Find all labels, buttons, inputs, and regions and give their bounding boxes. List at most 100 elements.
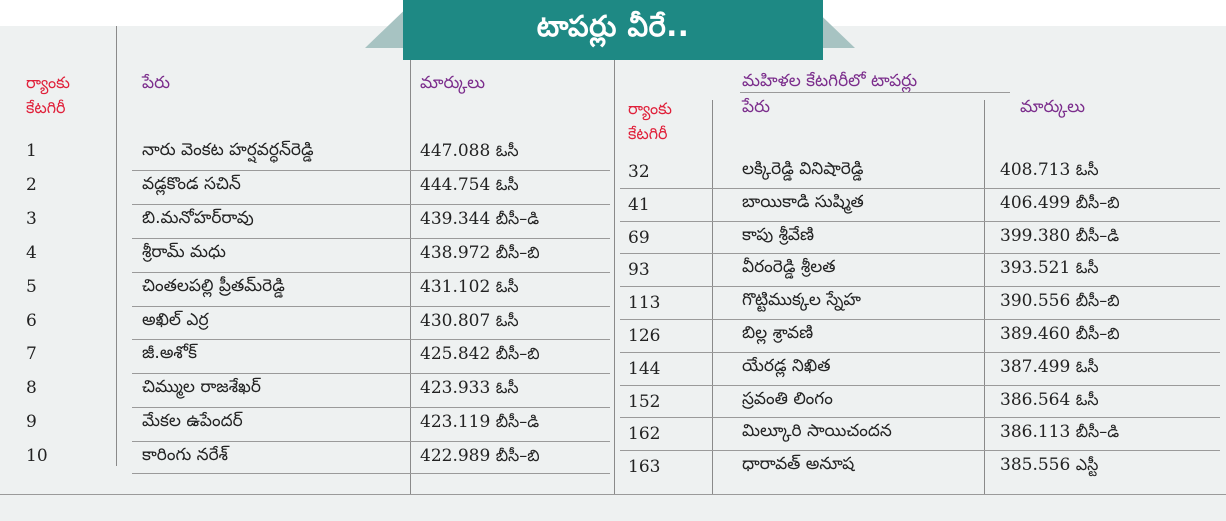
left-row-name: చిమ్ముల రాజశేఖర్ — [142, 377, 261, 398]
category-badge: ఓసీ — [1075, 160, 1099, 179]
category-badge: ఎస్టీ — [1075, 455, 1099, 475]
left-row-marks: 438.972 బీసీ–బి — [420, 242, 540, 264]
left-row-name: కారింగు నరేశ్ — [142, 445, 229, 466]
left-row-marks: 444.754 ఓసీ — [420, 174, 519, 196]
right-row-rank: 162 — [628, 424, 661, 445]
title-underline — [740, 92, 1010, 93]
category-badge: ఓసీ — [495, 310, 519, 330]
right-table-title: మహిళల కేటగిరీలో టాపర్లు — [742, 71, 918, 91]
right-row-marks: 386.564 ఓసీ — [1000, 389, 1099, 411]
left-row-rank: 7 — [26, 344, 37, 365]
right-row-rank: 113 — [628, 293, 661, 314]
row-divider — [620, 417, 1220, 419]
left-row-marks: 423.119 బీసీ–డి — [420, 411, 539, 433]
category-badge: బీసీ–బి — [1075, 324, 1120, 343]
row-divider — [620, 286, 1220, 288]
marks-value: 386.564 — [1000, 389, 1071, 410]
marks-value: 430.807 — [420, 310, 491, 331]
left-row-rank: 2 — [26, 174, 37, 195]
left-name-header: పేరు — [142, 73, 171, 93]
column-divider — [712, 100, 713, 495]
marks-value: 389.460 — [1000, 324, 1071, 344]
left-row-marks: 425.842 బీసీ–బి — [420, 343, 540, 365]
right-row-marks: 386.113 బీసీ–డి — [1000, 421, 1119, 443]
category-badge: ఓసీ — [1075, 258, 1099, 278]
right-row-name: స్రవంతి లింగం — [742, 388, 833, 409]
left-row-rank: 3 — [26, 208, 37, 229]
category-badge: ఓసీ — [1075, 389, 1099, 409]
marks-value: 447.088 — [420, 141, 491, 161]
marks-value: 425.842 — [420, 344, 491, 365]
row-divider — [132, 407, 610, 409]
left-row-rank: 6 — [26, 310, 37, 331]
marks-value: 406.499 — [1000, 192, 1071, 213]
category-badge: ఓసీ — [495, 174, 519, 194]
left-row-marks: 422.989 బీసీ–బి — [420, 445, 540, 467]
right-row-rank: 152 — [628, 391, 661, 412]
right-row-rank: 93 — [628, 260, 650, 281]
right-row-rank: 32 — [628, 162, 650, 182]
left-rank-header: ర్యాంకు — [26, 73, 70, 92]
left-row-rank: 8 — [26, 378, 37, 399]
right-category-header: కేటగిరీ — [628, 124, 668, 143]
marks-value: 423.119 — [420, 412, 491, 433]
row-divider — [620, 351, 1220, 353]
marks-value: 393.521 — [1000, 258, 1071, 279]
right-rank-header: ర్యాంకు — [628, 99, 672, 118]
row-divider — [132, 203, 610, 205]
left-row-rank: 1 — [26, 141, 37, 161]
left-marks-header: మార్కులు — [420, 73, 486, 93]
category-badge: బీసీ–డి — [495, 412, 540, 432]
marks-value: 408.713 — [1000, 160, 1071, 180]
left-row-marks: 431.102 ఓసీ — [420, 276, 519, 298]
right-row-name: బిల్ల శ్రావణి — [742, 323, 814, 343]
column-divider — [984, 100, 985, 495]
right-marks-header: మార్కులు — [1020, 97, 1086, 117]
row-divider — [620, 187, 1220, 189]
left-row-rank: 10 — [26, 446, 48, 467]
category-badge: బీసీ–బి — [1075, 192, 1120, 212]
marks-value: 439.344 — [420, 208, 491, 229]
marks-value: 390.556 — [1000, 291, 1071, 312]
right-row-rank: 41 — [628, 194, 650, 215]
row-divider — [620, 253, 1220, 255]
marks-value: 387.499 — [1000, 356, 1071, 377]
left-row-marks: 430.807 ఓసీ — [420, 310, 519, 332]
row-divider — [132, 271, 610, 273]
left-category-header: కేటగిరీ — [26, 98, 66, 117]
category-badge: బీసీ–డి — [1075, 422, 1120, 442]
right-row-name: మిల్కూరి సాయిచందన — [742, 421, 892, 442]
page-title: టాపర్లు వీరే.. — [536, 9, 690, 43]
row-divider — [132, 373, 610, 375]
right-row-marks: 385.556 ఎస్టీ — [1000, 454, 1098, 476]
right-row-marks: 399.380 బీసీ–డి — [1000, 225, 1119, 247]
marks-value: 444.754 — [420, 174, 491, 195]
left-row-name: జీ.అశోక్ — [142, 343, 198, 364]
bottom-border — [0, 494, 1226, 495]
column-divider — [410, 60, 411, 495]
category-badge: ఓసీ — [1075, 356, 1099, 376]
category-badge: ఓసీ — [495, 276, 519, 296]
right-row-name: బాయికాడి సుష్మిత — [742, 191, 864, 212]
row-divider — [620, 384, 1220, 386]
right-row-name: లక్కిరెడ్డి వినిషారెడ్డి — [742, 159, 864, 179]
right-row-rank: 144 — [628, 358, 661, 379]
right-row-name: యేరడ్ల నిఖిత — [742, 355, 831, 376]
row-divider — [620, 450, 1220, 452]
row-divider — [132, 339, 610, 341]
left-row-rank: 9 — [26, 412, 37, 433]
right-row-name: ధారావత్ అనూష — [742, 454, 855, 475]
right-row-rank: 163 — [628, 457, 661, 478]
marks-value: 431.102 — [420, 276, 491, 297]
row-divider — [132, 237, 610, 239]
right-row-name: గొట్టిముక్కల స్నేహ — [742, 290, 861, 311]
left-row-rank: 4 — [26, 242, 37, 263]
category-badge: బీసీ–డి — [495, 208, 540, 228]
left-row-marks: 423.933 ఓసీ — [420, 377, 519, 399]
right-row-rank: 69 — [628, 227, 650, 248]
right-row-marks: 387.499 ఓసీ — [1000, 356, 1099, 378]
title-banner: టాపర్లు వీరే.. — [403, 0, 823, 60]
row-divider — [620, 319, 1220, 320]
left-row-name: నారు వెంకట హర్షవర్ధన్‌రెడ్డి — [142, 140, 314, 160]
left-row-rank: 5 — [26, 276, 37, 297]
